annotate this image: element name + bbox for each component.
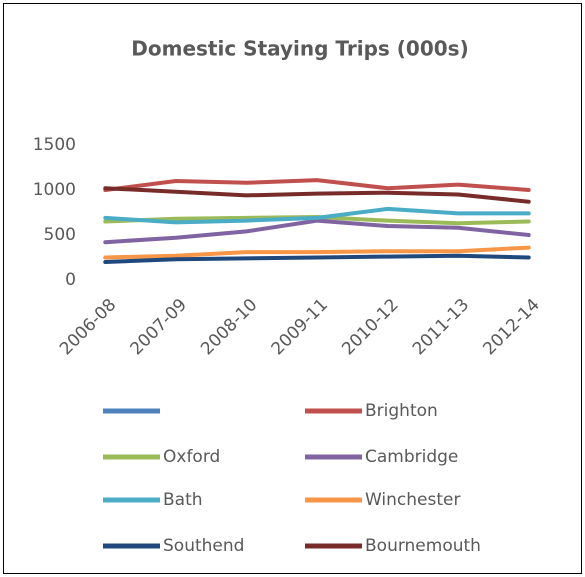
y-tick-label: 0 xyxy=(65,270,76,290)
chart-title: Domestic Staying Trips (000s) xyxy=(131,37,468,61)
series-line xyxy=(103,253,531,264)
legend-label: Cambridge xyxy=(365,447,458,467)
series-line xyxy=(103,186,531,204)
series-line xyxy=(103,245,531,260)
chart-border xyxy=(3,3,582,574)
series-line xyxy=(103,178,531,192)
legend-label: Oxford xyxy=(163,447,220,467)
legend-label: Bournemouth xyxy=(365,536,481,556)
legend-label: Winchester xyxy=(365,490,460,510)
legend-label: Brighton xyxy=(365,401,438,421)
legend-label: Bath xyxy=(163,490,203,510)
legend-label: Southend xyxy=(163,536,244,556)
y-tick-label: 1500 xyxy=(33,135,76,155)
y-tick-label: 1000 xyxy=(33,180,76,200)
y-tick-label: 500 xyxy=(44,225,76,245)
series-line xyxy=(103,206,531,225)
series-line xyxy=(103,218,531,245)
